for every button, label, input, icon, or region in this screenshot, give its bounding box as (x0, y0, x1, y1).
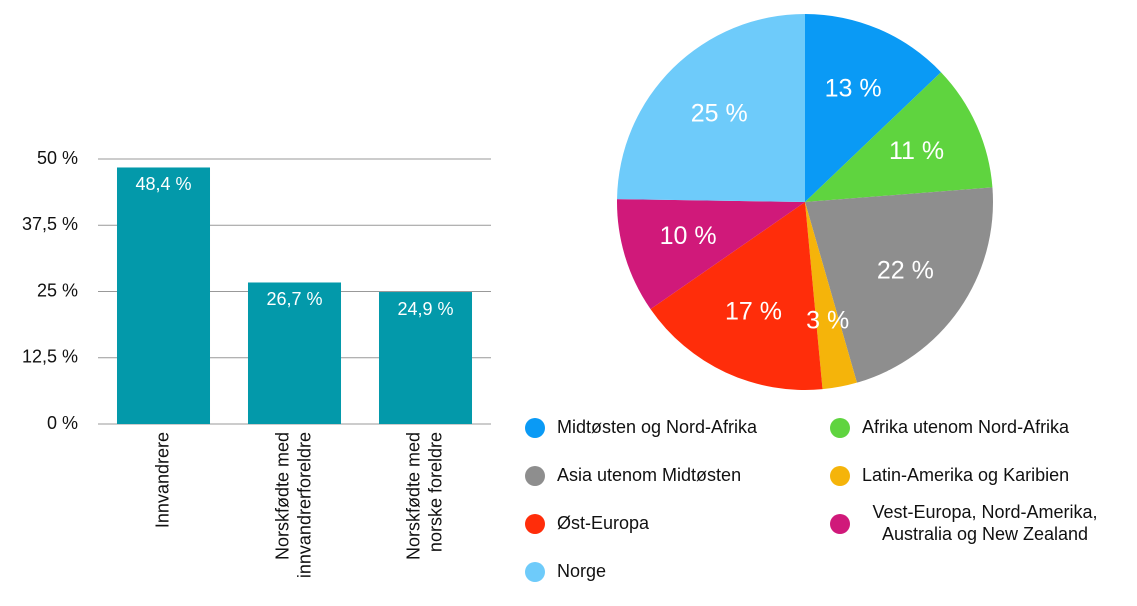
y-tick-label: 0 % (47, 413, 78, 433)
legend-label: Vest-Europa, Nord-Amerika, Australia og N… (872, 502, 1097, 544)
value-label: 3 % (806, 307, 849, 335)
legend-label: Asia utenom Midtøsten (557, 465, 741, 485)
y-tick-label: 50 % (37, 148, 78, 168)
value-label: 11 % (889, 137, 944, 165)
value-label: 25 % (691, 100, 748, 128)
pie-slice (805, 14, 942, 202)
legend-label: Latin-Amerika og Karibien (862, 465, 1069, 485)
legend-label: Afrika utenom Nord-Afrika (862, 417, 1070, 437)
legend-swatch (830, 466, 850, 486)
pie-slice (617, 199, 805, 310)
x-tick-label: Innvandrere (152, 432, 172, 528)
value-label: 17 % (725, 297, 782, 325)
pie-slice (805, 72, 993, 202)
legend-swatch (525, 466, 545, 486)
legend-swatch (525, 562, 545, 582)
legend-swatch (830, 514, 850, 534)
x-tick-label: Norskfødte mednorske foreldre (403, 432, 445, 560)
bar (116, 167, 211, 425)
y-tick-label: 12,5 % (22, 347, 78, 367)
x-tick-label: Norskfødte medinnvandrerforeldre (272, 432, 314, 578)
legend-swatch (830, 418, 850, 438)
value-label: 48,4 % (135, 174, 191, 194)
legend-label: Norge (557, 561, 606, 581)
pie-slice (805, 187, 993, 383)
value-label: 22 % (877, 256, 934, 284)
pie-slice (805, 202, 857, 390)
legend-label: Midtøsten og Nord-Afrika (557, 417, 758, 437)
y-tick-label: 37,5 % (22, 214, 78, 234)
pie-slice (650, 202, 823, 390)
value-label: 24,9 % (397, 299, 453, 319)
legend-swatch (525, 418, 545, 438)
y-tick-label: 25 % (37, 280, 78, 300)
value-label: 10 % (660, 222, 717, 250)
bar (247, 282, 342, 424)
bar (378, 292, 473, 424)
pie-slice (617, 14, 805, 202)
value-label: 13 % (825, 74, 882, 102)
value-label: 26,7 % (266, 289, 322, 309)
legend-swatch (525, 514, 545, 534)
legend-label: Øst-Europa (557, 513, 650, 533)
